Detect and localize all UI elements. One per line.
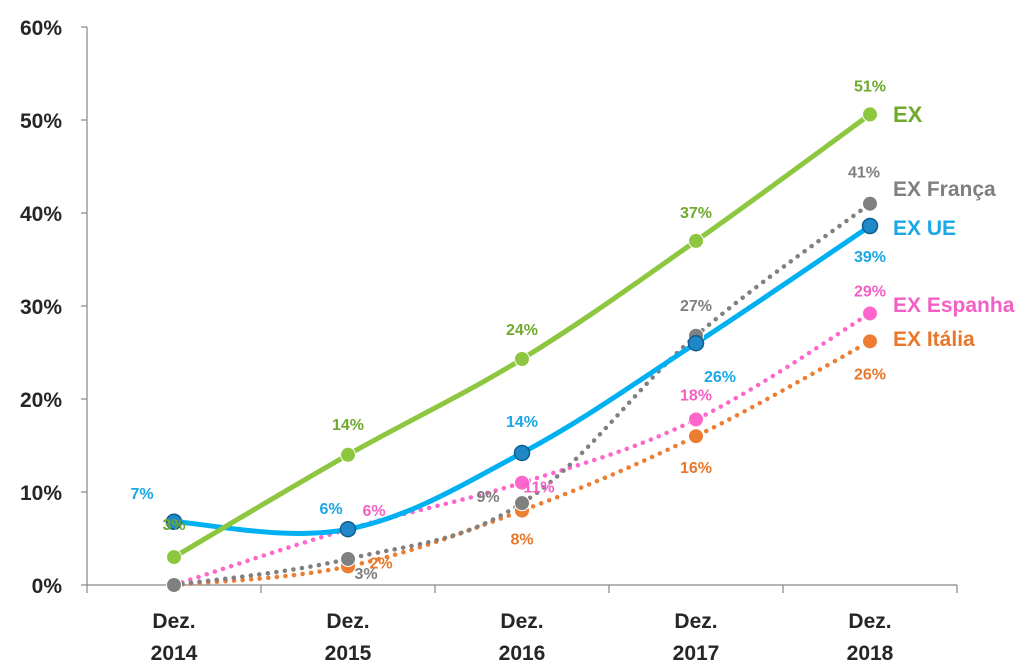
- series-name-label: EX Itália: [893, 328, 975, 351]
- data-point: [514, 351, 530, 368]
- data-label: 14%: [332, 417, 364, 434]
- axes: 0% 10% 20% 30% 40% 50% 60% Dez. 2014 Dez. 2015 Dez.…: [20, 17, 958, 665]
- data-point: [862, 195, 878, 212]
- data-point: [339, 520, 357, 538]
- data-label: 24%: [506, 322, 538, 339]
- data-point: [687, 334, 705, 352]
- x-tick-label: Dez. 2015: [325, 610, 372, 665]
- data-point: [861, 217, 879, 235]
- data-label: 18%: [680, 387, 712, 404]
- data-point: [166, 549, 182, 566]
- x-tick-label: Dez. 2018: [847, 610, 894, 665]
- data-point: [166, 577, 182, 593]
- series-line: [171, 201, 873, 588]
- y-tick-label: 40%: [20, 203, 62, 226]
- data-point: [688, 411, 704, 428]
- data-label: 37%: [680, 205, 712, 222]
- data-point: [340, 446, 356, 463]
- data-label: 16%: [680, 460, 712, 477]
- y-tick-label: 60%: [20, 17, 62, 40]
- data-point: [165, 513, 183, 531]
- series-name-label: EX: [893, 102, 923, 127]
- data-point: [340, 550, 356, 567]
- data-point: [862, 106, 878, 123]
- data-label: 41%: [848, 165, 880, 182]
- data-label: 27%: [680, 298, 712, 315]
- series-name-labels: EX EX França EX UE EX Espanha EX Itália: [893, 102, 1015, 351]
- data-label: 14%: [506, 414, 538, 431]
- series-name-label: EX França: [893, 178, 996, 201]
- data-labels: 2% 8% 16% 26% 6% 11% 18% 29% 3% 9% 27% 41% 7% 6% 14% 26…: [130, 78, 886, 583]
- data-label: 51%: [854, 78, 886, 95]
- data-point: [688, 232, 704, 249]
- data-label: 29%: [854, 283, 886, 300]
- data-point: [688, 428, 704, 445]
- y-tick-label: 50%: [20, 110, 62, 133]
- x-tick-label: Dez. 2017: [673, 610, 720, 665]
- data-point: [514, 495, 530, 512]
- y-tick-label: 0%: [32, 575, 63, 598]
- data-point: [862, 305, 878, 322]
- x-tick-label: Dez. 2016: [499, 610, 546, 665]
- data-label: 6%: [319, 501, 342, 518]
- data-label: 39%: [854, 249, 886, 266]
- data-label: 11%: [523, 480, 554, 497]
- data-label: 6%: [362, 503, 385, 520]
- y-tick-label: 10%: [20, 482, 62, 505]
- x-tick-label: Dez. 2014: [151, 610, 198, 665]
- data-label: 2%: [369, 555, 392, 572]
- series-name-label: EX Espanha: [893, 294, 1015, 317]
- y-tick-label: 20%: [20, 389, 62, 412]
- data-point: [513, 444, 531, 462]
- data-label: 3%: [354, 566, 377, 583]
- data-label: 9%: [476, 489, 499, 506]
- data-label: 3%: [162, 517, 185, 534]
- data-label: 26%: [704, 369, 736, 386]
- series-name-label: EX UE: [893, 217, 956, 240]
- series-points: [165, 106, 879, 593]
- data-label: 8%: [510, 532, 533, 549]
- data-label: 7%: [130, 486, 153, 503]
- data-point: [514, 474, 530, 491]
- data-point: [862, 333, 878, 350]
- data-label: 26%: [854, 366, 886, 383]
- y-tick-label: 30%: [20, 296, 62, 319]
